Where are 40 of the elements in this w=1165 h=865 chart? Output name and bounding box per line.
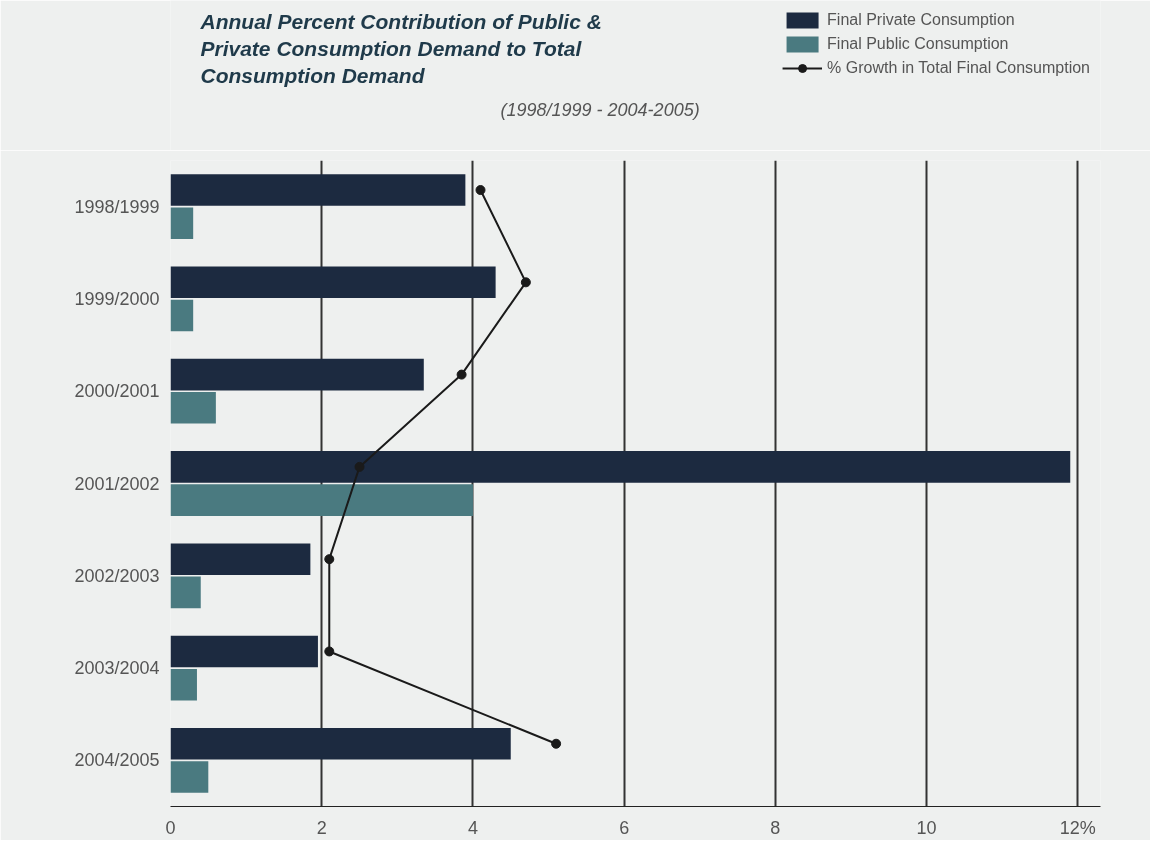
y-tick-label: 2001/2002 xyxy=(74,473,160,494)
point xyxy=(324,646,335,657)
bar xyxy=(170,576,201,609)
bar xyxy=(170,635,318,668)
y-tick-label: 2004/2005 xyxy=(74,750,160,771)
y-tick-label: 2000/2001 xyxy=(74,381,160,402)
y-tick-label: 1999/2000 xyxy=(74,288,160,309)
bar xyxy=(170,266,496,299)
point xyxy=(520,277,531,288)
point xyxy=(456,369,467,380)
y-tick-label: 2002/2003 xyxy=(74,565,160,586)
bar xyxy=(170,207,194,240)
x-tick-label: 2 xyxy=(316,817,327,838)
bar xyxy=(170,392,216,424)
bar xyxy=(170,727,511,760)
x-tick-label: 12% xyxy=(1059,817,1096,838)
y-tick-label: 2003/2004 xyxy=(74,658,160,679)
y-tick-label: 1998/1999 xyxy=(74,196,160,217)
bar xyxy=(170,668,197,701)
chart-subtitle: (1998/1999 - 2004-2005) xyxy=(500,99,700,120)
x-tick-label: 4 xyxy=(467,817,478,838)
x-tick-label: 0 xyxy=(165,817,176,838)
legend-label: % Growth in Total Final Consumption xyxy=(827,59,1090,77)
x-tick-label: 10 xyxy=(916,817,937,838)
bar xyxy=(170,484,473,516)
bar xyxy=(170,299,194,332)
x-tick-label: 8 xyxy=(770,817,781,838)
x-tick-label: 6 xyxy=(619,817,630,838)
point xyxy=(475,185,486,196)
point xyxy=(551,738,562,749)
bar xyxy=(170,761,209,793)
point xyxy=(354,461,365,472)
chart-title: Annual Percent Contribution of Public & Private Consumption Demand to Total Consumption Demand xyxy=(199,9,602,87)
legend-label: Final Private Consumption xyxy=(827,11,1015,29)
bar xyxy=(170,451,1071,483)
point xyxy=(324,554,335,565)
bar xyxy=(170,358,424,391)
bar xyxy=(170,543,311,575)
bar xyxy=(170,174,466,206)
legend-label: Final Public Consumption xyxy=(827,35,1009,53)
